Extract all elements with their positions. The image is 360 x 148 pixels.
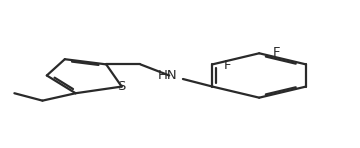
Text: F: F xyxy=(224,59,231,72)
Text: F: F xyxy=(273,46,280,59)
Text: S: S xyxy=(117,80,126,93)
Text: HN: HN xyxy=(158,69,177,82)
